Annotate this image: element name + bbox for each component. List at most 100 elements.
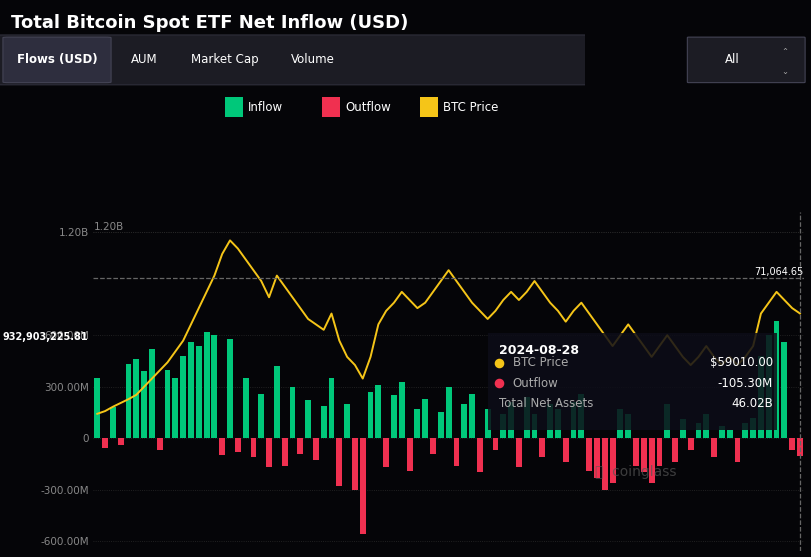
Bar (180, 356, 186, 438)
Bar (570, 402, 576, 438)
Bar (484, 409, 490, 438)
Bar (765, 335, 770, 438)
Text: All: All (723, 53, 738, 66)
Bar (695, 423, 701, 438)
Bar (663, 404, 669, 438)
Text: Outflow: Outflow (512, 377, 558, 390)
Text: Flows (USD): Flows (USD) (17, 53, 97, 66)
Text: $59010.00: $59010.00 (709, 356, 772, 369)
Point (492, 358, 505, 367)
Bar (297, 438, 303, 453)
Bar (702, 414, 708, 438)
Bar (188, 342, 194, 438)
Bar (648, 438, 654, 483)
Bar (757, 356, 763, 438)
Bar (672, 438, 677, 462)
Bar (718, 426, 724, 438)
Bar (773, 321, 779, 438)
Bar (344, 404, 350, 438)
Bar (195, 345, 201, 438)
Bar (258, 394, 264, 438)
Bar (687, 438, 693, 450)
Bar (126, 364, 131, 438)
Bar (734, 438, 740, 462)
Bar (273, 366, 280, 438)
Bar (577, 394, 584, 438)
Bar (305, 400, 311, 438)
Bar (609, 438, 615, 483)
Bar (586, 438, 591, 471)
Bar (780, 342, 787, 438)
Bar (741, 423, 747, 438)
Bar (601, 438, 607, 490)
Bar (375, 385, 381, 438)
Bar (242, 378, 248, 438)
Bar (500, 414, 505, 438)
Text: Inflow: Inflow (247, 101, 282, 114)
Bar (234, 438, 240, 452)
Bar (710, 438, 716, 457)
Bar (445, 387, 451, 438)
Point (492, 379, 505, 388)
Bar (547, 404, 552, 438)
Bar (624, 414, 630, 438)
Bar (336, 438, 341, 486)
Text: 🐻  coinglass: 🐻 coinglass (594, 465, 676, 479)
Bar (352, 438, 358, 490)
Bar (469, 394, 474, 438)
Bar (406, 438, 412, 471)
FancyBboxPatch shape (322, 97, 340, 118)
Bar (414, 409, 420, 438)
Bar (555, 409, 560, 438)
Bar (398, 382, 404, 438)
Bar (211, 335, 217, 438)
Bar (149, 349, 155, 438)
Bar (290, 387, 295, 438)
Bar (359, 438, 365, 534)
Bar (679, 419, 685, 438)
Text: -105.30M: -105.30M (716, 377, 772, 390)
Bar (422, 399, 427, 438)
FancyBboxPatch shape (225, 97, 242, 118)
Bar (788, 438, 794, 450)
Bar (616, 409, 623, 438)
Bar (266, 438, 272, 467)
Bar (118, 438, 123, 445)
Bar (633, 438, 638, 466)
Bar (367, 392, 373, 438)
Text: AUM: AUM (131, 53, 158, 66)
FancyBboxPatch shape (686, 37, 805, 82)
Text: BTC Price: BTC Price (512, 356, 568, 369)
Text: ⌄: ⌄ (780, 67, 787, 76)
Bar (656, 438, 662, 466)
Bar (281, 438, 287, 466)
Bar (312, 438, 319, 461)
Bar (391, 395, 397, 438)
Bar (640, 438, 646, 472)
Bar (165, 369, 170, 438)
Text: Total Bitcoin Spot ETF Net Inflow (USD): Total Bitcoin Spot ETF Net Inflow (USD) (11, 14, 407, 32)
Bar (492, 438, 498, 450)
Bar (157, 438, 162, 450)
Bar (172, 378, 178, 438)
Text: 71,064.65: 71,064.65 (753, 267, 803, 277)
Bar (141, 372, 147, 438)
Bar (515, 438, 521, 467)
Text: Total Net Assets: Total Net Assets (499, 397, 593, 411)
Bar (251, 438, 256, 457)
FancyBboxPatch shape (3, 37, 111, 82)
Bar (102, 438, 108, 448)
Bar (476, 438, 483, 472)
Text: 2024-08-28: 2024-08-28 (499, 344, 579, 357)
Bar (204, 332, 209, 438)
Bar (726, 429, 732, 438)
Text: Market Cap: Market Cap (191, 53, 259, 66)
Text: Volume: Volume (290, 53, 334, 66)
Bar (749, 418, 755, 438)
Bar (430, 438, 436, 453)
Bar (383, 438, 388, 467)
Bar (227, 339, 233, 438)
Text: 46.02B: 46.02B (730, 397, 772, 411)
Text: Outflow: Outflow (345, 101, 390, 114)
Bar (328, 378, 334, 438)
